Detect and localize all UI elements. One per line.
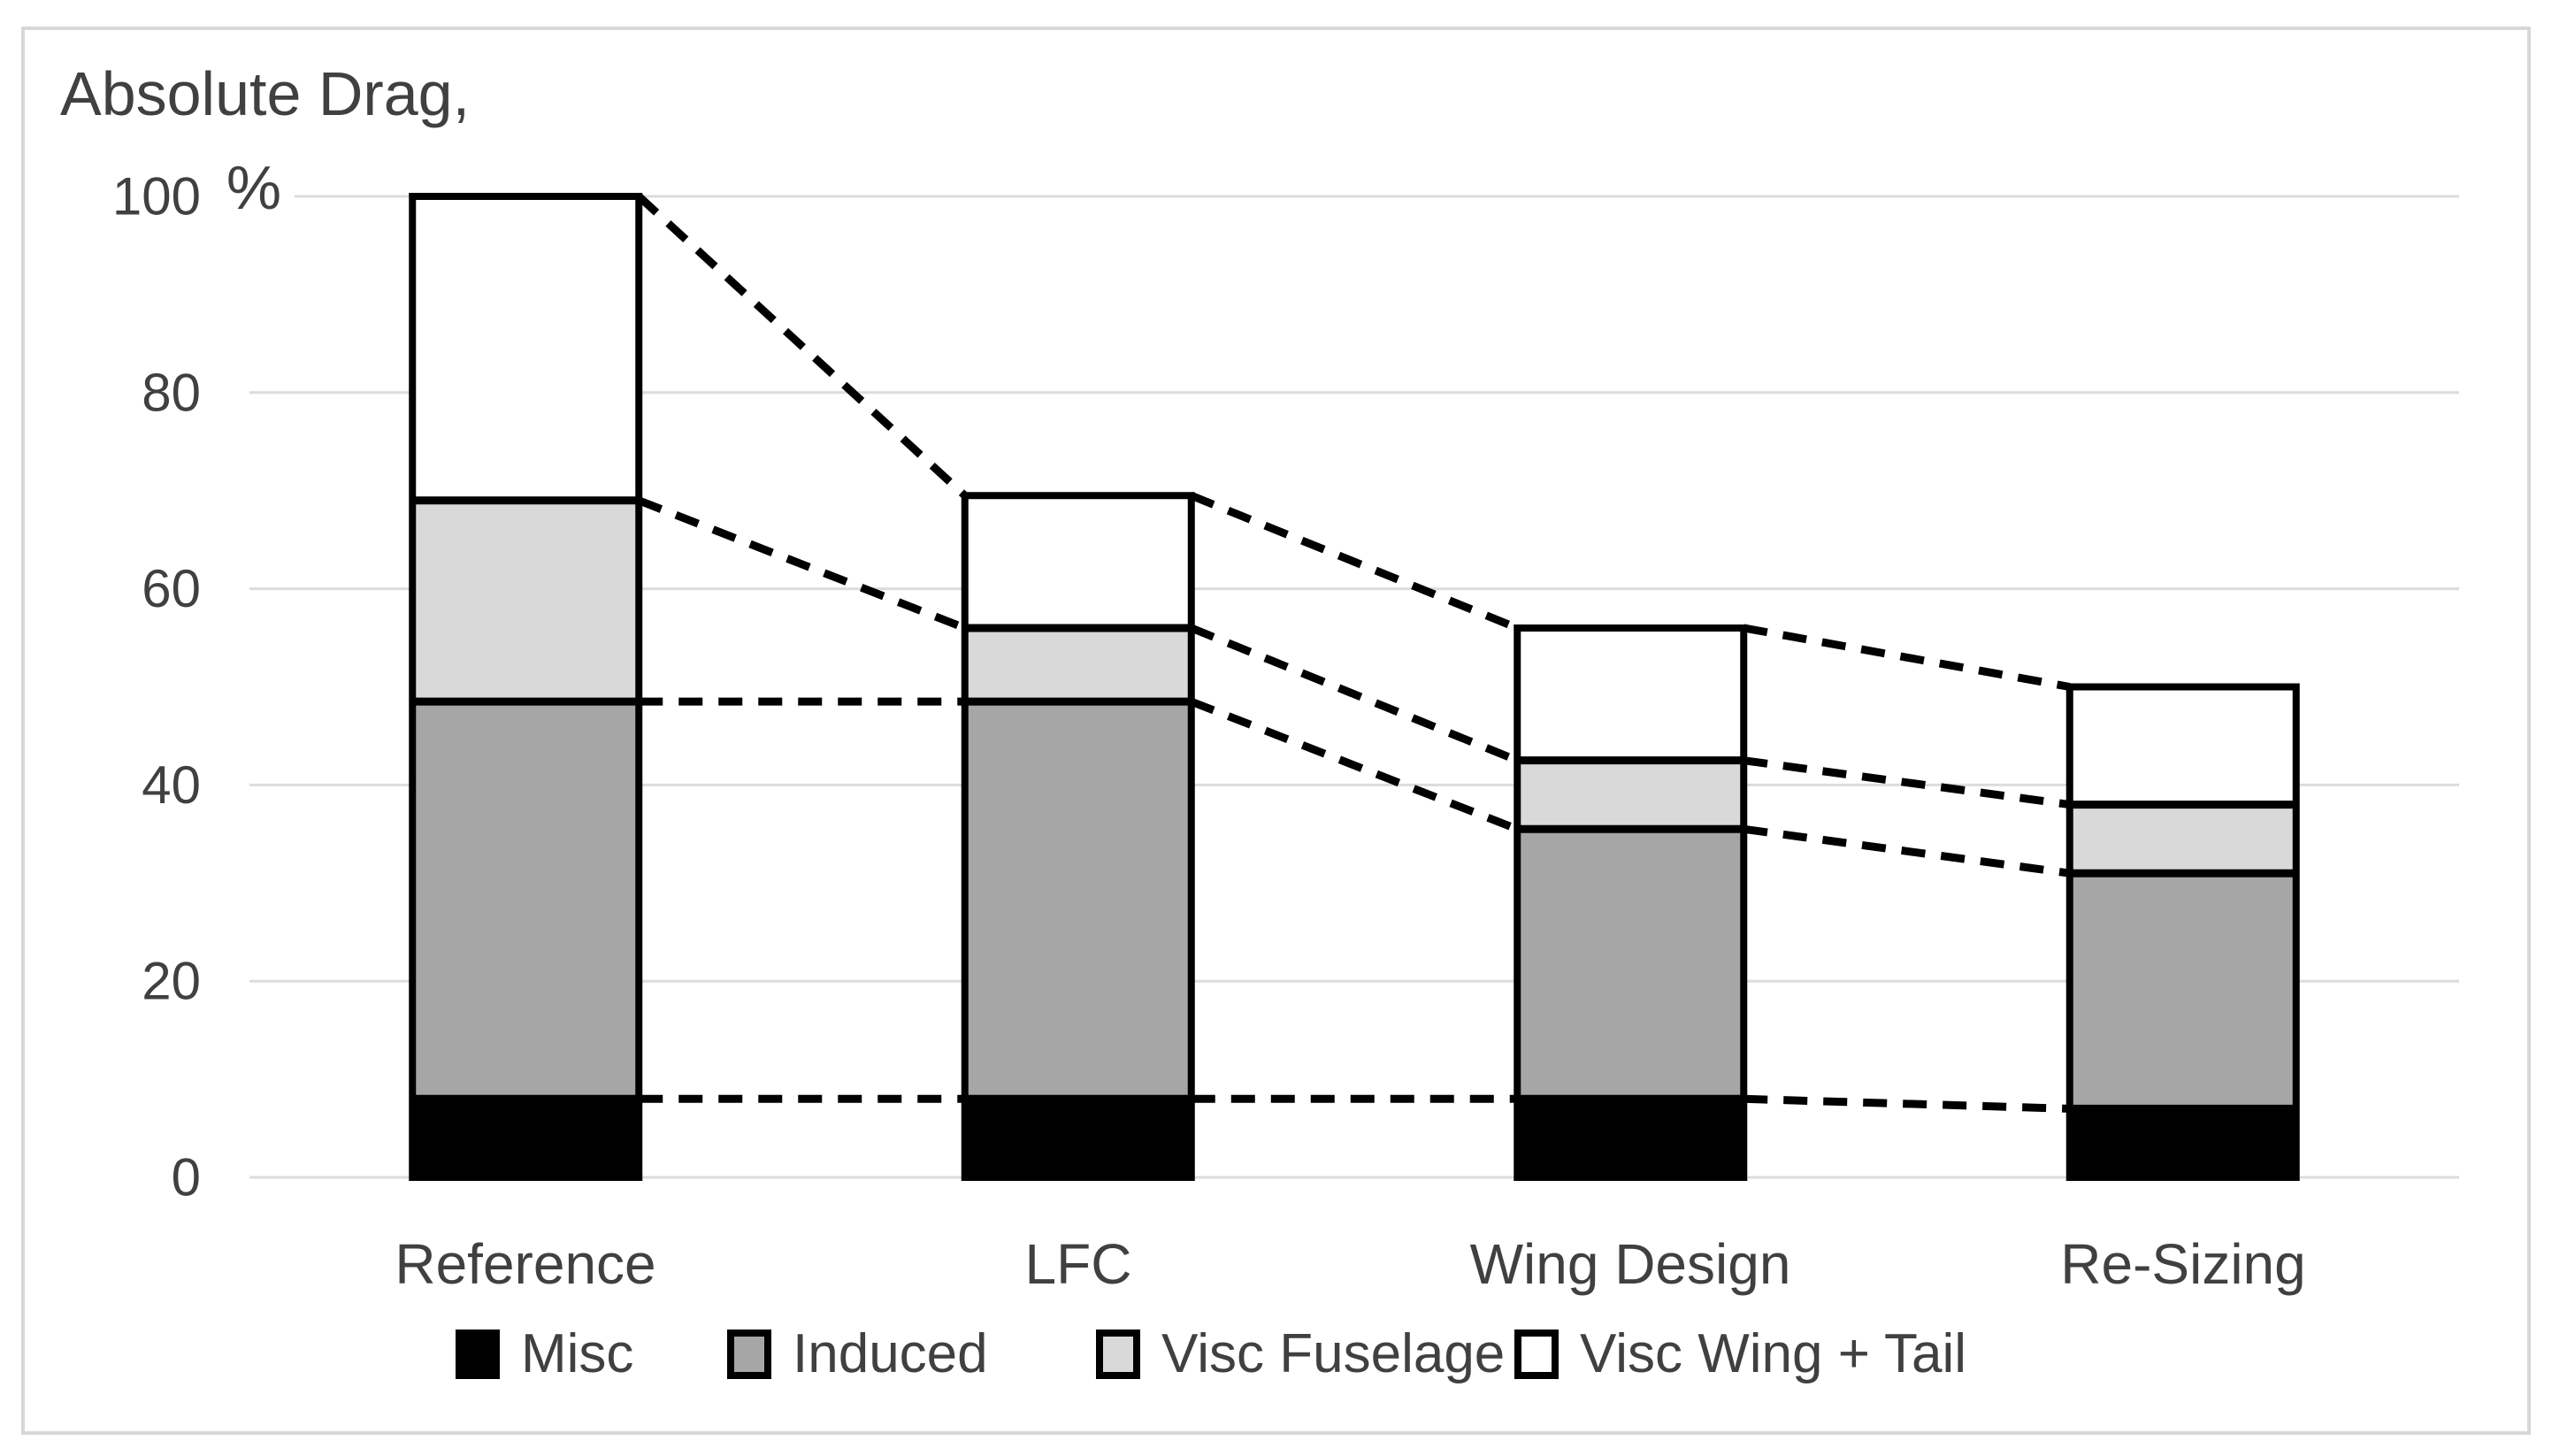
legend-item-induced: Induced [727,1325,988,1383]
y-tick-label-60: 60 [142,559,201,618]
y-tick-label-0: 0 [172,1148,201,1207]
legend-item-visc-wing-tail: Visc Wing + Tail [1514,1325,1966,1383]
connector-lfc-to-wing-design-level-2 [1190,697,1519,833]
legend-swatch-induced-icon [727,1330,771,1379]
legend-swatch-misc-icon [456,1330,500,1379]
connector-reference-to-lfc-level-4 [636,193,968,499]
bar-segment-visc-fuselage-reference [412,500,640,702]
bar-segment-induced-lfc [964,701,1192,1100]
category-label-wing-design: Wing Design [1469,1232,1791,1296]
bar-segment-misc-lfc [964,1099,1192,1177]
legend-label-visc-fuselage: Visc Fuselage [1161,1323,1506,1384]
legend-label-visc-wing-tail: Visc Wing + Tail [1580,1323,1967,1384]
chart-frame [21,27,2531,1435]
bar-segment-misc-re-sizing [2069,1108,2296,1177]
bar-segment-visc-fuselage-re-sizing [2069,804,2296,874]
bar-segment-misc-reference [412,1099,640,1177]
legend-item-misc: Misc [456,1325,633,1383]
bar-segment-visc-fuselage-wing-design [1517,760,1744,830]
legend-label-misc: Misc [521,1323,634,1384]
connector-lfc-to-wing-design-level-3 [1190,624,1519,764]
legend-swatch-visc-wing-tail-icon [1514,1330,1559,1379]
bar-lfc [961,492,1195,1181]
bar-re-sizing [2065,683,2300,1181]
connector-reference-to-lfc-level-3 [637,496,967,632]
bar-segment-visc-fuselage-lfc [964,627,1192,702]
bar-segment-induced-re-sizing [2069,873,2296,1109]
y-tick-label-20: 20 [142,952,201,1011]
bar-segment-visc-wing-tail-re-sizing [2069,686,2296,805]
connector-wing-design-to-re-sizing-level-4 [1743,624,2071,691]
legend-item-visc-fuselage: Visc Fuselage [1096,1325,1505,1383]
legend-swatch-visc-fuselage-icon [1096,1330,1140,1379]
category-label-reference: Reference [395,1232,656,1296]
connector-wing-design-to-re-sizing-level-3 [1743,756,2071,809]
y-axis-unit-label: % [226,153,282,222]
bar-reference [409,193,643,1181]
connector-wing-design-to-re-sizing-level-2 [1743,824,2071,877]
connector-lfc-to-wing-design-level-4 [1190,492,1519,632]
legend-label-induced: Induced [793,1323,988,1384]
connector-wing-design-to-re-sizing-level-1 [1743,1094,2070,1113]
bar-segment-visc-wing-tail-lfc [964,495,1192,628]
bar-segment-visc-wing-tail-reference [412,196,640,501]
chart-title: Absolute Drag, [60,59,471,128]
bar-segment-visc-wing-tail-wing-design [1517,627,1744,761]
bar-segment-induced-wing-design [1517,829,1744,1100]
bar-segment-induced-reference [412,701,640,1100]
category-label-re-sizing: Re-Sizing [2060,1232,2306,1296]
category-label-lfc: LFC [1024,1232,1132,1296]
y-tick-label-80: 80 [142,363,201,422]
bar-segment-misc-wing-design [1517,1099,1744,1177]
y-tick-label-100: 100 [112,167,201,226]
y-tick-label-40: 40 [142,755,201,815]
bar-wing-design [1514,624,1748,1181]
